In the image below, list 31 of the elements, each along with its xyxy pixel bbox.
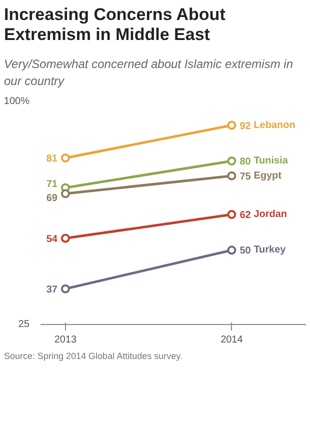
point (227, 156, 236, 166)
data-label: 71 (46, 179, 58, 190)
data-label: 37 (46, 284, 58, 296)
chart-title: Increasing Concerns About Extremism in Middle East (4, 5, 226, 46)
data-label: 92 (240, 120, 252, 132)
point (60, 154, 70, 163)
point (227, 120, 236, 130)
series-label: Tunisia (254, 156, 288, 167)
x-tick-label: 2013 (54, 334, 77, 346)
point (60, 189, 70, 198)
point (60, 234, 70, 243)
y-tick-label: 25 (18, 319, 30, 330)
point (227, 246, 236, 255)
series-label: Lebanon (254, 120, 296, 131)
data-label: 54 (46, 234, 58, 245)
point (227, 171, 236, 180)
data-label: 75 (240, 171, 252, 182)
data-label: 80 (240, 156, 252, 168)
series-label: Egypt (254, 170, 282, 182)
series-label: Turkey (254, 244, 286, 256)
point (227, 210, 236, 220)
y-tick-label: 100% (4, 96, 30, 108)
data-label: 62 (240, 210, 252, 222)
chart-subtitle: Very/Somewhat concerned about Islamic extremism in our country (4, 56, 294, 90)
point (60, 284, 70, 294)
data-label: 69 (46, 193, 58, 204)
x-tick-label: 2014 (220, 334, 244, 346)
data-label: 50 (240, 246, 252, 257)
source-note: Source: Spring 2014 Global Attitudes survey. (4, 350, 182, 363)
data-label: 81 (46, 154, 58, 165)
series-label: Jordan (254, 209, 288, 220)
